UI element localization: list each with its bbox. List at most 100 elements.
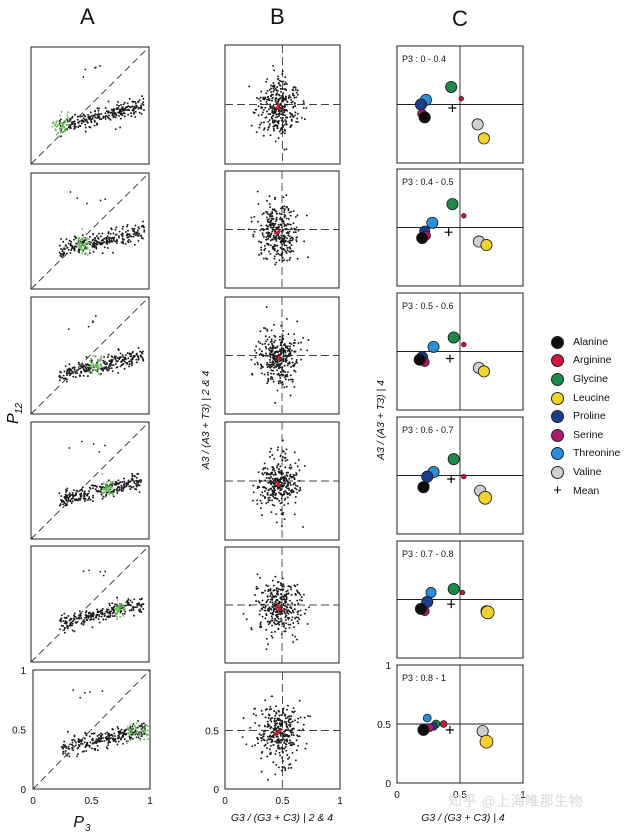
composition-point bbox=[272, 104, 275, 107]
composition-point bbox=[300, 341, 302, 344]
position-point bbox=[63, 370, 66, 373]
highlight-point bbox=[83, 243, 86, 246]
position-point bbox=[118, 114, 121, 117]
composition-point bbox=[284, 743, 287, 745]
position-point bbox=[120, 489, 123, 492]
position-point bbox=[128, 363, 131, 365]
composition-point bbox=[284, 375, 287, 378]
composition-point bbox=[252, 111, 255, 114]
composition-point bbox=[296, 465, 299, 468]
composition-point bbox=[278, 79, 281, 82]
composition-point bbox=[284, 769, 287, 772]
composition-point bbox=[266, 723, 269, 726]
composition-point bbox=[281, 237, 284, 240]
composition-point bbox=[261, 353, 263, 356]
composition-point bbox=[292, 641, 295, 644]
composition-point bbox=[284, 713, 287, 716]
composition-point bbox=[265, 216, 268, 219]
position-point bbox=[74, 371, 77, 374]
composition-point bbox=[271, 344, 274, 347]
composition-point bbox=[295, 120, 298, 123]
composition-point bbox=[266, 493, 269, 496]
composition-point bbox=[296, 491, 299, 494]
composition-point bbox=[275, 236, 278, 239]
position-point bbox=[141, 723, 143, 725]
composition-point bbox=[284, 97, 287, 100]
position-point bbox=[95, 485, 98, 488]
composition-point bbox=[308, 606, 311, 609]
composition-point bbox=[283, 478, 286, 481]
composition-point bbox=[294, 585, 297, 588]
composition-point bbox=[303, 612, 306, 615]
composition-point bbox=[274, 714, 277, 717]
composition-point bbox=[267, 237, 270, 240]
position-point bbox=[132, 356, 134, 359]
position-point bbox=[77, 499, 80, 502]
composition-point bbox=[259, 123, 261, 126]
position-point bbox=[114, 740, 117, 743]
position-point bbox=[129, 355, 132, 358]
position-point bbox=[80, 617, 83, 620]
panel-b-y-label: A3 / (A3 + T3) | 2 & 4 bbox=[200, 370, 212, 470]
position-point bbox=[117, 740, 120, 743]
composition-point bbox=[290, 731, 293, 734]
position-point bbox=[92, 732, 95, 735]
composition-point bbox=[288, 211, 291, 214]
composition-point bbox=[289, 242, 291, 245]
composition-point bbox=[277, 617, 280, 620]
composition-point bbox=[292, 222, 295, 225]
highlight-point bbox=[64, 130, 67, 132]
composition-point bbox=[260, 106, 263, 109]
composition-point bbox=[284, 358, 287, 361]
composition-point bbox=[283, 623, 285, 626]
composition-point bbox=[305, 742, 308, 745]
position-point bbox=[129, 480, 132, 483]
composition-point bbox=[279, 371, 282, 373]
composition-point bbox=[245, 743, 248, 746]
composition-point bbox=[289, 237, 292, 240]
composition-point bbox=[255, 351, 258, 354]
composition-point bbox=[282, 124, 284, 127]
composition-point bbox=[284, 767, 287, 770]
composition-point bbox=[277, 738, 280, 740]
position-point bbox=[128, 97, 131, 100]
position-point bbox=[137, 234, 140, 237]
composition-point bbox=[299, 348, 302, 351]
composition-point bbox=[281, 383, 284, 386]
composition-point bbox=[271, 624, 274, 627]
highlight-point bbox=[66, 111, 69, 114]
position-point bbox=[66, 489, 69, 492]
composition-point bbox=[284, 378, 287, 381]
composition-point bbox=[285, 194, 288, 197]
position-point bbox=[76, 620, 79, 623]
composition-point bbox=[266, 225, 269, 228]
position-point bbox=[86, 499, 89, 502]
composition-point bbox=[288, 756, 291, 759]
position-point bbox=[72, 489, 75, 491]
position-point bbox=[101, 368, 104, 371]
center-mark bbox=[276, 107, 280, 111]
position-point bbox=[69, 252, 72, 254]
position-point bbox=[127, 598, 130, 601]
composition-point bbox=[270, 90, 273, 93]
position-point bbox=[134, 115, 137, 118]
composition-point bbox=[278, 723, 281, 726]
composition-point bbox=[269, 106, 272, 109]
composition-point bbox=[293, 626, 296, 629]
composition-point bbox=[287, 378, 290, 381]
position-point bbox=[72, 375, 75, 378]
position-point bbox=[72, 749, 75, 752]
position-point bbox=[90, 361, 93, 364]
composition-point bbox=[281, 98, 283, 101]
position-point bbox=[90, 732, 93, 735]
range-label: P3 : 0.6 - 0.7 bbox=[402, 425, 454, 435]
position-point bbox=[60, 614, 63, 617]
panel-a-y-tick: 0.5 bbox=[12, 726, 26, 737]
outlier-point bbox=[94, 66, 97, 69]
panel-c-subplot-3: P3 : 0.5 - 0.6 bbox=[396, 292, 524, 411]
composition-point bbox=[290, 119, 293, 122]
position-point bbox=[64, 750, 67, 752]
highlight-point bbox=[103, 496, 106, 498]
position-point bbox=[111, 607, 114, 610]
legend-label-mean: Mean bbox=[573, 485, 600, 497]
